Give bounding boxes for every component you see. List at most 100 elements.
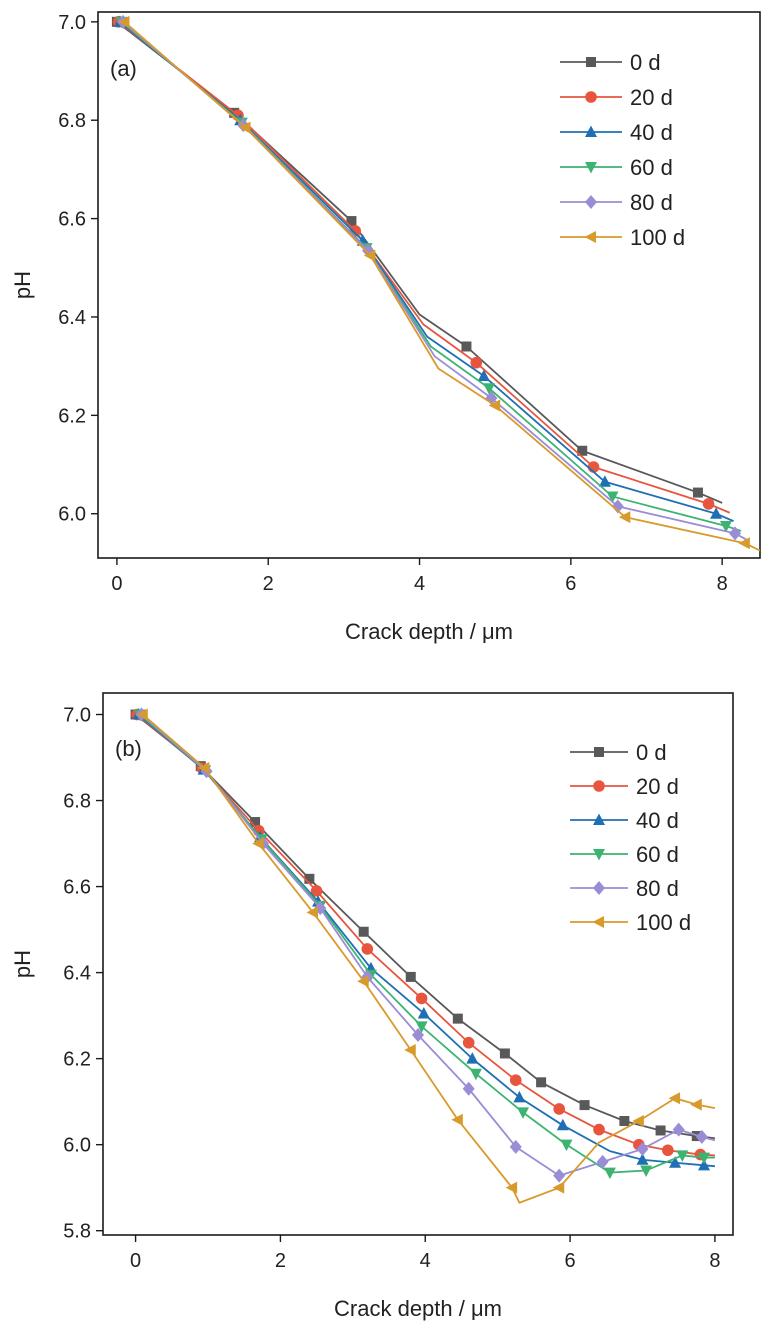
data-point bbox=[536, 1077, 547, 1088]
legend-marker bbox=[593, 849, 605, 861]
series-line bbox=[139, 713, 715, 1174]
data-point bbox=[470, 356, 483, 369]
data-point bbox=[672, 1122, 685, 1137]
data-point bbox=[662, 1144, 674, 1157]
data-point bbox=[306, 906, 318, 919]
data-point bbox=[509, 1139, 522, 1154]
data-point bbox=[415, 1021, 428, 1033]
data-point bbox=[702, 498, 715, 510]
y-tick-label: 6.2 bbox=[63, 1049, 91, 1071]
series-line bbox=[117, 21, 731, 514]
legend-entry: 0 d bbox=[560, 50, 661, 75]
data-point bbox=[560, 1139, 573, 1152]
legend-label: 20 d bbox=[630, 85, 673, 110]
legend-entry: 40 d bbox=[560, 120, 673, 145]
series-40-d bbox=[132, 708, 715, 1171]
data-point bbox=[488, 399, 501, 412]
legend-marker bbox=[586, 57, 596, 67]
legend-entry: 20 d bbox=[570, 774, 679, 799]
data-point bbox=[553, 1103, 566, 1115]
y-axis-title: pH bbox=[10, 271, 35, 299]
series-line bbox=[119, 21, 734, 522]
data-point bbox=[577, 445, 588, 456]
x-axis-title: Crack depth / μm bbox=[345, 619, 513, 644]
legend-label: 80 d bbox=[630, 190, 673, 215]
data-point bbox=[606, 491, 619, 504]
y-tick-label: 6.6 bbox=[58, 209, 86, 231]
data-point bbox=[451, 1113, 463, 1126]
y-tick-label: 6.6 bbox=[63, 877, 91, 899]
series-100-d bbox=[136, 708, 716, 1204]
data-point bbox=[513, 1090, 526, 1103]
y-tick-label: 6.8 bbox=[63, 791, 91, 813]
data-point bbox=[690, 1098, 702, 1111]
data-point bbox=[197, 761, 210, 774]
data-point bbox=[719, 521, 732, 533]
x-axis-title: Crack depth / μm bbox=[334, 1296, 502, 1321]
x-tick-label: 8 bbox=[709, 1250, 720, 1272]
data-point bbox=[346, 216, 357, 227]
series-line bbox=[137, 713, 715, 1168]
data-point bbox=[698, 1152, 711, 1165]
y-tick-label: 6.4 bbox=[63, 963, 91, 985]
legend-entry: 60 d bbox=[560, 155, 673, 180]
data-point bbox=[676, 1150, 689, 1162]
data-point bbox=[636, 1153, 649, 1165]
data-point bbox=[405, 971, 416, 982]
legend-marker bbox=[593, 881, 605, 895]
data-point bbox=[603, 1167, 616, 1180]
legend-entry: 100 d bbox=[560, 225, 685, 250]
data-point bbox=[668, 1092, 681, 1105]
data-point bbox=[499, 1048, 510, 1059]
data-point bbox=[415, 992, 428, 1005]
series-80-d bbox=[135, 707, 716, 1183]
data-point bbox=[304, 873, 315, 884]
data-point bbox=[552, 1181, 565, 1194]
legend-entry: 80 d bbox=[560, 190, 673, 215]
legend-marker bbox=[585, 195, 597, 209]
x-tick-label: 2 bbox=[263, 573, 274, 595]
legend-marker bbox=[594, 747, 604, 757]
data-point bbox=[632, 1115, 644, 1128]
data-point bbox=[618, 511, 631, 524]
data-point bbox=[729, 526, 742, 541]
data-point bbox=[136, 708, 148, 721]
x-tick-label: 0 bbox=[111, 573, 122, 595]
y-tick-label: 6.2 bbox=[58, 405, 86, 427]
legend-marker bbox=[585, 162, 597, 174]
data-point bbox=[692, 487, 703, 498]
data-point bbox=[310, 885, 323, 897]
legend-marker bbox=[584, 231, 596, 243]
data-point bbox=[509, 1074, 522, 1086]
chart-panel-a: 0 2 4 6 8 6.0 6.2 6.4 6.6 6.8 7.0 Crack depth / μm p… bbox=[10, 11, 761, 644]
data-point bbox=[695, 1129, 708, 1144]
series-line bbox=[136, 713, 715, 1157]
chart-panel-b: 0 2 4 6 8 5.8 6.0 6.2 6.4 6.6 6.8 7.0 Crack depth / … bbox=[10, 692, 734, 1321]
data-point bbox=[579, 1100, 590, 1111]
x-tick-label: 6 bbox=[565, 573, 576, 595]
data-point bbox=[593, 1123, 605, 1136]
y-tick-label: 6.0 bbox=[63, 1135, 91, 1157]
x-tick-label: 8 bbox=[717, 573, 728, 595]
data-point bbox=[469, 1068, 482, 1081]
data-point bbox=[611, 499, 624, 514]
series-line bbox=[140, 713, 716, 1177]
legend-marker bbox=[593, 780, 605, 792]
data-point bbox=[239, 121, 251, 134]
legend-marker bbox=[585, 125, 597, 137]
series-line bbox=[123, 21, 761, 552]
y-tick-label: 6.4 bbox=[58, 307, 86, 329]
legend-label: 0 d bbox=[630, 50, 661, 75]
data-point bbox=[117, 15, 130, 28]
y-tick-label: 5.8 bbox=[63, 1221, 91, 1243]
legend-marker bbox=[585, 91, 597, 103]
legend-entry: 0 d bbox=[570, 740, 667, 765]
series-line bbox=[142, 713, 716, 1204]
legend-entry: 60 d bbox=[570, 842, 679, 867]
data-point bbox=[710, 507, 723, 519]
legend-label: 60 d bbox=[636, 842, 679, 867]
data-point bbox=[698, 1158, 711, 1171]
data-point bbox=[505, 1181, 518, 1194]
panel-label: (a) bbox=[110, 56, 137, 81]
data-point bbox=[404, 1044, 416, 1057]
